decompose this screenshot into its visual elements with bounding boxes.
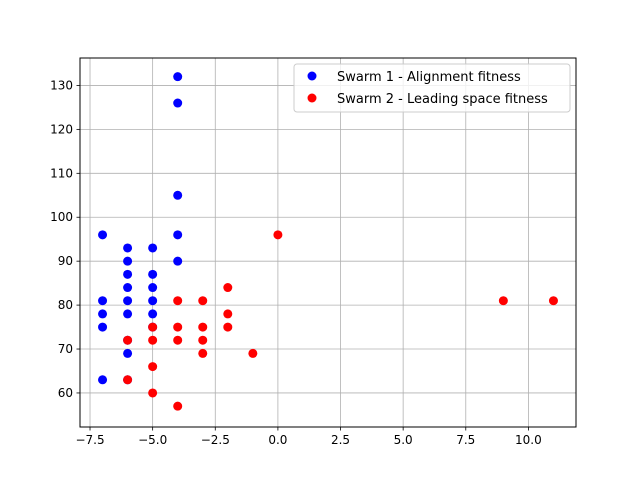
series-1-point [123,296,133,306]
series-2-point [173,401,183,411]
grid [80,58,576,427]
y-tick-label: 80 [58,298,73,312]
y-tick-label: 70 [58,342,73,356]
legend-label: Swarm 1 - Alignment fitness [337,70,521,85]
y-tick-label: 110 [50,166,73,180]
y-tick-label: 120 [50,122,73,136]
x-tick-label: −5.0 [138,433,167,447]
series-1-point [173,98,183,108]
series-2-point [148,335,158,345]
series-2-point [173,296,183,306]
series-2-point [273,230,283,240]
series-2-point [148,388,158,398]
legend: Swarm 1 - Alignment fitness Swarm 2 - Lea… [293,63,571,113]
series-1-point [98,309,108,319]
series-2-point [198,348,208,358]
y-axis: 60 70 80 90 100 110 120 130 [50,78,80,400]
series-1-point [98,322,108,332]
series-2-point [173,335,183,345]
y-tick-label: 90 [58,254,73,268]
series-1-point [123,283,133,293]
series-2-point [248,348,258,358]
series-2-point [223,283,233,293]
series-1-point [148,243,158,253]
series-2-point [548,296,558,306]
x-tick-label: 2.5 [331,433,350,447]
series-2-point [223,309,233,319]
data-points [98,72,558,411]
series-2-point [198,322,208,332]
series-2-point [123,335,133,345]
series-1-point [173,190,183,200]
series-2-point [198,335,208,345]
series-1-point [98,230,108,240]
x-tick-label: −7.5 [75,433,104,447]
y-tick-label: 60 [58,386,73,400]
x-axis: −7.5 −5.0 −2.5 0.0 2.5 5.0 7.5 10.0 [75,427,542,447]
series-1-point [123,309,133,319]
series-1-point [123,348,133,358]
plot-frame [79,57,577,428]
series-2-point [123,375,133,385]
series-1-point [173,72,183,82]
series-2-point [148,362,158,372]
legend-label: Swarm 2 - Leading space fitness [337,92,548,107]
series-1-point [123,269,133,279]
legend-marker [307,93,317,103]
x-tick-label: 10.0 [515,433,542,447]
series-1-point [98,296,108,306]
y-tick-label: 100 [50,210,73,224]
series-1-point [173,256,183,266]
y-tick-label: 130 [50,78,73,92]
series-1-point [123,243,133,253]
legend-box [293,63,571,113]
series-1-point [148,283,158,293]
x-tick-label: −2.5 [201,433,230,447]
series-2-point [148,322,158,332]
x-tick-label: 7.5 [456,433,475,447]
legend-marker [307,71,317,81]
x-tick-label: 0.0 [268,433,287,447]
x-tick-label: 5.0 [394,433,413,447]
series-1-point [123,256,133,266]
series-2-point [223,322,233,332]
series-1-point [148,309,158,319]
series-2-point [173,322,183,332]
series-2-point [198,296,208,306]
series-1-point [148,269,158,279]
series-2-point [498,296,508,306]
series-1-point [98,375,108,385]
series-1-point [148,296,158,306]
series-1-point [173,230,183,240]
